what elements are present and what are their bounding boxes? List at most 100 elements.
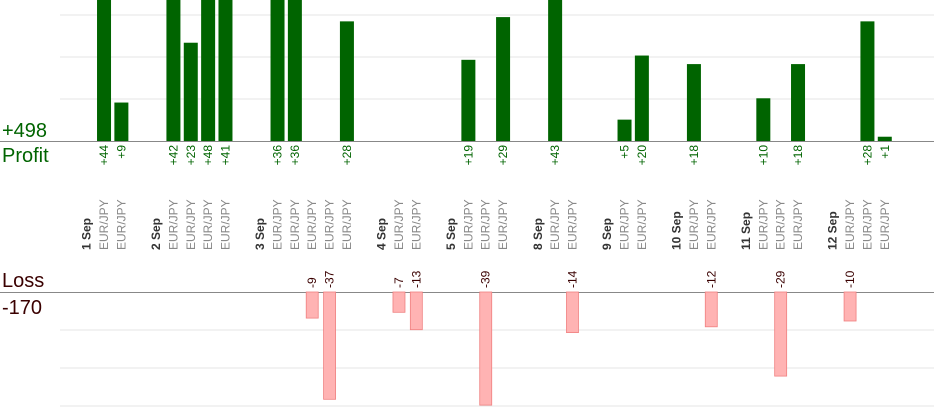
loss-value-label: -12 <box>704 270 718 288</box>
pair-label: EUR/JPY <box>548 199 562 250</box>
profit-value-label: +29 <box>496 145 510 166</box>
loss-value-label: -37 <box>323 270 337 288</box>
profit-value-label: +44 <box>97 145 111 166</box>
loss-value-label: -10 <box>843 270 857 288</box>
profit-value-label: +28 <box>860 145 874 166</box>
day-label: 9 Sep <box>600 218 614 250</box>
loss-bar <box>305 291 319 319</box>
pair-label: EUR/JPY <box>218 199 232 250</box>
profit-value-label: +1 <box>878 145 892 159</box>
loss-bar <box>409 291 423 331</box>
loss-bar <box>704 291 718 328</box>
loss-value-label: -13 <box>409 270 423 288</box>
loss-bar <box>843 291 857 322</box>
profit-bar <box>114 102 129 141</box>
loss-value-label: -29 <box>774 270 788 288</box>
pair-label: EUR/JPY <box>461 199 475 250</box>
loss-value-label: -9 <box>305 277 319 288</box>
profit-value-label: +43 <box>548 145 562 166</box>
profit-value-label: +18 <box>791 145 805 166</box>
profit-bar <box>97 0 112 141</box>
pair-label: EUR/JPY <box>340 199 354 250</box>
day-label: 10 Sep <box>670 211 684 250</box>
day-label: 2 Sep <box>149 218 163 250</box>
pair-label: EUR/JPY <box>843 199 857 250</box>
day-label: 12 Sep <box>826 211 840 250</box>
bars-layer <box>97 0 892 406</box>
pair-label: EUR/JPY <box>878 199 892 250</box>
pair-label: EUR/JPY <box>409 199 423 250</box>
loss-bar <box>479 291 493 406</box>
pair-label: EUR/JPY <box>392 199 406 250</box>
pair-label: EUR/JPY <box>271 199 285 250</box>
pair-label: EUR/JPY <box>323 199 337 250</box>
profit-bar <box>617 119 632 141</box>
day-label: 5 Sep <box>444 218 458 250</box>
loss-bar <box>566 291 579 333</box>
loss-value-label: -7 <box>392 277 406 288</box>
profit-bar <box>877 136 892 141</box>
pair-label: EUR/JPY <box>305 199 319 250</box>
pair-label: EUR/JPY <box>97 199 111 250</box>
pair-label: EUR/JPY <box>704 199 718 250</box>
profit-bar <box>201 0 216 141</box>
profit-value-label: +48 <box>201 145 215 166</box>
day-label: 3 Sep <box>253 218 267 250</box>
profit-value-label: +10 <box>756 145 770 166</box>
profit-bar <box>791 64 806 141</box>
pair-label: EUR/JPY <box>687 199 701 250</box>
profit-bar <box>756 98 771 141</box>
profit-value-label: +36 <box>288 145 302 166</box>
loss-label: Loss <box>2 270 45 292</box>
pair-label: EUR/JPY <box>166 199 180 250</box>
loss-value-label: -39 <box>479 270 493 288</box>
pair-label: EUR/JPY <box>114 199 128 250</box>
profit-value-label: +20 <box>635 145 649 166</box>
pair-label: EUR/JPY <box>565 199 579 250</box>
pair-label: EUR/JPY <box>184 199 198 250</box>
profit-value-label: +42 <box>166 145 180 166</box>
pair-label: EUR/JPY <box>618 199 632 250</box>
profit-bar <box>686 64 701 141</box>
loss-value-label: -14 <box>565 270 579 288</box>
loss-bar <box>774 291 788 377</box>
loss-total: -170 <box>2 297 43 319</box>
pair-label: EUR/JPY <box>791 199 805 250</box>
profit-bar <box>634 55 649 141</box>
profit-total: +498 <box>2 120 48 142</box>
day-label: 1 Sep <box>80 218 94 250</box>
pair-label: EUR/JPY <box>479 199 493 250</box>
profit-value-label: +19 <box>461 145 475 166</box>
profit-bar <box>548 0 563 141</box>
profit-label: Profit <box>2 145 49 167</box>
pair-label: EUR/JPY <box>756 199 770 250</box>
pair-label: EUR/JPY <box>774 199 788 250</box>
day-label: 8 Sep <box>531 218 545 250</box>
profit-bar <box>461 59 476 142</box>
profit-bar <box>339 21 354 142</box>
profit-value-label: +23 <box>184 145 198 166</box>
profit-value-label: +18 <box>687 145 701 166</box>
profit-value-label: +41 <box>218 145 232 166</box>
profit-bar <box>183 42 198 141</box>
profit-bar <box>496 17 511 141</box>
profit-bar <box>270 0 285 141</box>
pair-label: EUR/JPY <box>635 199 649 250</box>
pair-label: EUR/JPY <box>201 199 215 250</box>
day-label: 11 Sep <box>739 212 753 250</box>
pair-label: EUR/JPY <box>496 199 510 250</box>
loss-bar <box>392 291 406 313</box>
profit-value-label: +36 <box>271 145 285 166</box>
loss-bar <box>323 291 336 400</box>
profit-value-label: +9 <box>114 145 128 159</box>
profit-bar <box>860 21 875 142</box>
day-label: 4 Sep <box>375 218 389 250</box>
profit-bar <box>218 0 233 141</box>
pair-label: EUR/JPY <box>860 199 874 250</box>
profit-bar <box>166 0 181 141</box>
profit-value-label: +5 <box>618 145 632 159</box>
profit-bar <box>287 0 302 141</box>
pair-label: EUR/JPY <box>288 199 302 250</box>
